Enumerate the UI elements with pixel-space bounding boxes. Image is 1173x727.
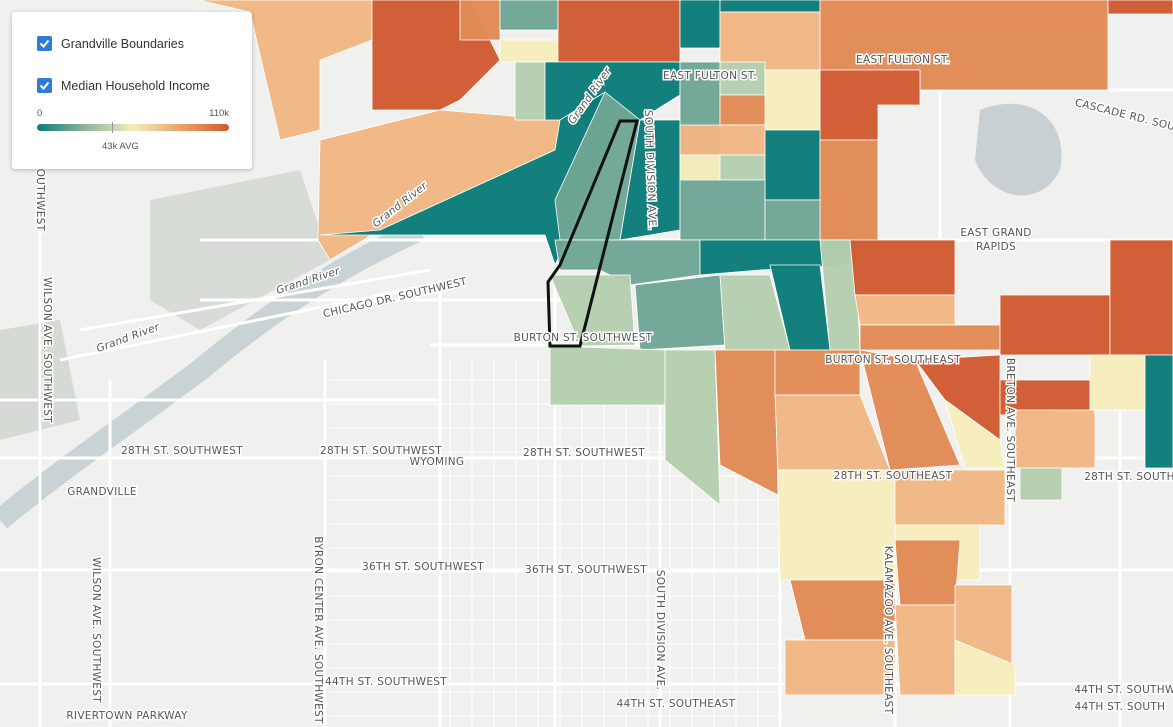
- income-region: [679, 154, 721, 181]
- income-region: [1014, 409, 1096, 469]
- road: [79, 268, 431, 332]
- map-label: WILSON AVE. SOUTHWEST: [90, 557, 102, 703]
- map-label: EAST FULTON ST.: [856, 54, 950, 66]
- income-region: [1089, 354, 1146, 411]
- scale-avg: 43k AVG: [102, 141, 139, 152]
- map-label: EAST FULTON ST.: [663, 70, 757, 82]
- income-region: [499, 39, 559, 63]
- income-region: [944, 398, 1006, 469]
- income-region: [999, 294, 1111, 356]
- income-region: [1107, 0, 1173, 15]
- income-region: [679, 124, 766, 156]
- map-label: WILSON AVE. SOUTHWEST: [41, 277, 53, 423]
- map-label: 44TH ST. SOUTHW: [1074, 684, 1173, 696]
- map-label: OUTHWEST: [34, 169, 46, 232]
- income-region: [774, 394, 891, 471]
- map-label: 28TH ST. SOUTHWEST: [121, 445, 243, 457]
- income-region: [789, 579, 896, 641]
- map-label: CHICAGO DR. SOUTHWEST: [322, 276, 469, 321]
- map-label: 44TH ST. SOUTHWEST: [325, 676, 447, 688]
- map-label: SOUTH DIVISION AVE.: [654, 570, 666, 690]
- avg-tick: [112, 122, 113, 133]
- income-region: [859, 324, 1001, 351]
- map-label: 28TH ST. SOUTHWEST: [320, 445, 442, 457]
- check-mark: [39, 39, 50, 48]
- map-label: BURTON ST. SOUTHWEST: [514, 332, 653, 344]
- map-label: GRANDVILLE: [67, 486, 137, 498]
- income-region: [819, 139, 879, 241]
- income-region: [514, 61, 546, 121]
- income-region: [894, 469, 1006, 526]
- income-region: [714, 349, 779, 496]
- map-label: 44TH ST. SOUTH: [1075, 701, 1166, 713]
- income-region: [499, 0, 559, 31]
- map-label: 44TH ST. SOUTHEAST: [617, 698, 736, 710]
- income-region: [894, 604, 956, 696]
- map-label: RAPIDS: [976, 241, 1016, 253]
- income-region: [854, 294, 956, 326]
- income-region: [784, 639, 896, 696]
- map-label: RIVERTOWN PARKWAY: [66, 710, 188, 722]
- map-label: BURTON ST. SOUTHEAST: [825, 354, 961, 366]
- income-region: [719, 154, 766, 181]
- road: [59, 283, 431, 362]
- legend: Grandville Boundaries Median Household I…: [12, 12, 252, 169]
- map-label: SOUTH DIVISION AVE.: [642, 110, 658, 231]
- color-scale: [37, 124, 229, 131]
- grandville-boundary: [546, 119, 639, 348]
- income-region: [954, 639, 1016, 696]
- map-label: 36TH ST. SOUTHWEST: [362, 561, 484, 573]
- income-region: [557, 0, 681, 63]
- income-region: [894, 539, 961, 606]
- basemap: [0, 103, 1062, 529]
- income-region: [1109, 239, 1173, 356]
- income-region: [719, 11, 821, 71]
- income-region: [549, 274, 636, 347]
- income-region: [679, 179, 766, 241]
- scale-max: 110k: [209, 108, 229, 119]
- scale-min: 0: [37, 108, 43, 119]
- map-label: BYRON CENTER AVE. SOUTHWEST: [312, 536, 324, 724]
- income-region: [549, 345, 666, 406]
- map-label: 28TH ST. SOUTHE: [1084, 471, 1173, 483]
- income-region: [764, 199, 821, 241]
- check-mark: [39, 81, 50, 90]
- income-region: [719, 94, 766, 126]
- income-region: [679, 0, 721, 49]
- income-region: [777, 469, 896, 581]
- income-region: [849, 239, 956, 296]
- checkbox[interactable]: [37, 36, 52, 51]
- income-region: [819, 69, 921, 141]
- layer-label: Grandville Boundaries: [61, 36, 184, 51]
- income-region: [459, 0, 501, 41]
- map-label: BRETON AVE. SOUTHEAST: [1004, 358, 1016, 502]
- income-region: [1019, 467, 1063, 501]
- layer-label: Median Household Income: [61, 78, 210, 93]
- income-region: [859, 349, 961, 471]
- layer-toggle[interactable]: Median Household Income: [37, 78, 210, 93]
- map-label: 28TH ST. SOUTHEAST: [834, 470, 953, 482]
- income-regions: [197, 0, 1173, 696]
- income-region: [664, 349, 721, 506]
- income-region: [1144, 354, 1173, 469]
- map-label: 28TH ST. SOUTHWEST: [523, 447, 645, 459]
- income-region: [764, 129, 821, 201]
- map-label: KALAMAZOO AVE. SOUTHEAST: [882, 546, 894, 715]
- layer-toggle[interactable]: Grandville Boundaries: [37, 36, 184, 51]
- map-label: EAST GRAND: [960, 227, 1031, 239]
- income-region: [764, 69, 821, 131]
- map-label: 36TH ST. SOUTHWEST: [525, 564, 647, 576]
- income-region: [544, 61, 681, 121]
- checkbox[interactable]: [37, 78, 52, 93]
- income-region: [719, 0, 821, 13]
- map-label: CASCADE RD. SOU: [1074, 97, 1173, 134]
- map-label: WYOMING: [410, 456, 465, 468]
